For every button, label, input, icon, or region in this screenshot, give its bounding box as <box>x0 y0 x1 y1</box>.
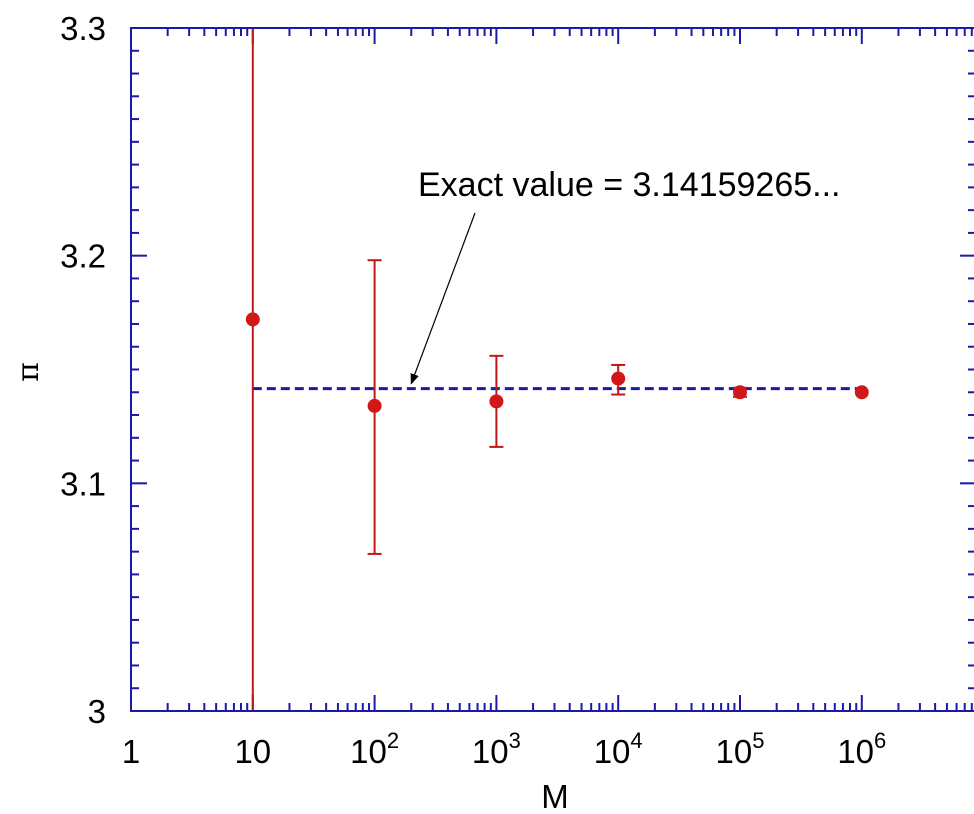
axis-ticks <box>130 27 974 712</box>
x-tick-label: 103 <box>472 728 521 770</box>
y-tick-label: 3 <box>88 693 106 730</box>
data-point <box>611 371 626 386</box>
y-axis-title: π <box>11 362 46 382</box>
data-point <box>854 385 869 400</box>
x-tick-label: 10 <box>234 733 271 770</box>
annotation-arrow <box>410 212 476 385</box>
y-tick-label: 3.3 <box>60 10 106 47</box>
plot-background <box>131 28 974 711</box>
annotation-text: Exact value = 3.14159265... <box>418 166 840 204</box>
y-tick-labels: 3 3.1 3.2 3.3 <box>60 10 106 730</box>
x-tick-labels: 1 10 102 103 104 105 106 <box>122 728 886 770</box>
data-point <box>733 385 747 400</box>
x-tick-label: 102 <box>350 728 399 770</box>
data-point <box>489 394 504 409</box>
data-point <box>245 312 260 327</box>
y-tick-label: 3.1 <box>60 465 106 502</box>
x-tick-label: 106 <box>837 728 886 770</box>
data-points <box>245 312 869 413</box>
data-point <box>367 398 382 413</box>
x-tick-label: 105 <box>716 728 765 770</box>
y-tick-label: 3.2 <box>60 238 106 275</box>
x-axis-title: M <box>541 778 569 814</box>
x-tick-label: 104 <box>594 728 643 770</box>
plot-frame <box>130 27 974 712</box>
x-tick-label: 1 <box>122 733 140 770</box>
